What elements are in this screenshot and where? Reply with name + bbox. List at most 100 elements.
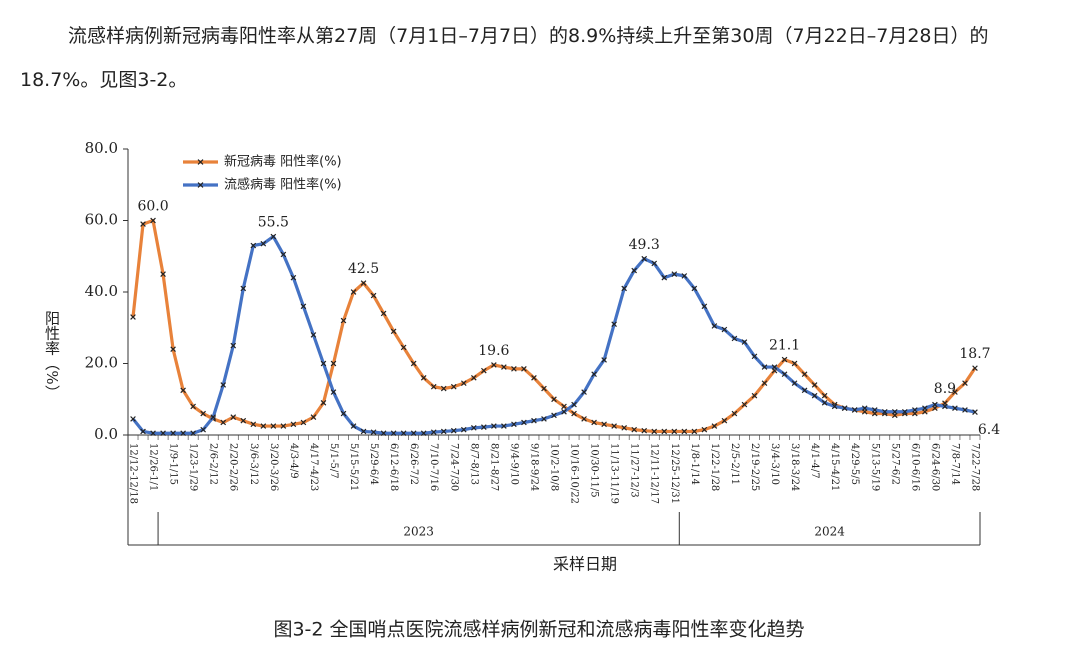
point-marker — [280, 251, 287, 258]
data-label: 18.7 — [959, 346, 990, 362]
y-tick-label: 60.0 — [85, 211, 118, 229]
paragraph-box: 流感样病例新冠病毒阳性率从第27周（7月1日–7月7日）的8.9%持续上升至第3… — [20, 25, 989, 91]
point-marker — [962, 407, 968, 413]
x-tick-label: 5/13-5/19 — [869, 443, 880, 491]
point-marker — [240, 417, 247, 424]
data-label: 55.5 — [258, 215, 289, 231]
x-tick-label: 11/27-12/3 — [629, 443, 640, 498]
point-marker — [551, 396, 557, 403]
point-marker — [901, 408, 908, 415]
data-label: 19.6 — [478, 343, 509, 359]
point-marker — [561, 403, 567, 410]
point-marker — [430, 429, 437, 435]
point-marker — [651, 260, 658, 267]
paragraph: 流感样病例新冠病毒阳性率从第27周（7月1日–7月7日）的8.9%持续上升至第3… — [20, 25, 989, 91]
data-label: 6.4 — [978, 422, 1000, 438]
point-marker — [761, 380, 768, 386]
x-tick-label: 4/3-4/9 — [288, 443, 299, 479]
x-tick-label: 3/20-3/26 — [268, 443, 279, 491]
point-marker — [260, 240, 267, 247]
point-marker — [611, 423, 617, 429]
point-marker — [250, 242, 257, 249]
x-tick-label: 4/17-4/23 — [308, 443, 319, 491]
point-marker — [641, 255, 648, 262]
x-tick-label: 2/5-2/11 — [729, 443, 740, 485]
point-marker — [631, 267, 638, 274]
point-marker — [230, 342, 237, 349]
y-axis-label: 阳性率（%） — [43, 310, 61, 399]
point-marker — [190, 430, 196, 437]
point-marker — [160, 430, 166, 437]
point-marker — [481, 367, 487, 374]
point-marker — [340, 410, 347, 417]
point-marker — [942, 403, 948, 410]
point-marker — [671, 271, 678, 277]
data-label: 21.1 — [769, 338, 800, 354]
point-marker — [972, 409, 978, 415]
point-marker — [611, 321, 617, 327]
point-marker — [972, 365, 978, 371]
point-marker — [721, 417, 728, 424]
y-tick-label: 0.0 — [94, 425, 118, 443]
y-tick-label: 40.0 — [85, 282, 118, 300]
point-marker — [310, 414, 317, 420]
point-marker — [170, 346, 176, 353]
point-marker — [571, 401, 577, 408]
point-marker — [140, 221, 146, 227]
point-marker — [521, 366, 527, 372]
point-marker — [691, 428, 698, 435]
point-marker — [531, 417, 537, 424]
point-marker — [470, 374, 477, 381]
x-tick-label: 4/1-4/7 — [809, 443, 820, 479]
point-marker — [501, 423, 507, 429]
point-marker — [370, 292, 377, 299]
x-tick-label: 8/21-8/27 — [488, 443, 499, 491]
data-label: 49.3 — [629, 237, 660, 253]
x-tick-label: 12/26-1/1 — [148, 443, 159, 491]
point-marker — [861, 405, 868, 412]
point-marker — [330, 360, 337, 367]
point-marker — [521, 419, 527, 426]
point-marker — [651, 428, 658, 435]
x-tick-label: 7/24-7/30 — [448, 443, 459, 491]
point-marker — [200, 410, 207, 417]
point-marker — [410, 360, 417, 367]
point-marker — [290, 421, 297, 428]
point-marker — [150, 217, 156, 224]
point-marker — [661, 428, 668, 435]
point-marker — [250, 421, 257, 428]
point-marker — [130, 314, 136, 320]
point-marker — [430, 383, 437, 390]
point-marker — [591, 371, 597, 378]
point-marker — [621, 425, 627, 431]
point-marker — [701, 303, 708, 310]
legend-label: 流感病毒 阳性率(%) — [224, 177, 342, 193]
point-marker — [150, 430, 156, 437]
point-marker — [280, 423, 287, 429]
x-tick-label: 9/4-9/10 — [508, 443, 519, 485]
point-marker — [310, 332, 317, 338]
point-marker — [400, 430, 407, 437]
point-marker — [581, 389, 587, 395]
point-marker — [460, 426, 467, 433]
y-tick-label: 80.0 — [85, 139, 118, 157]
point-marker — [390, 430, 397, 437]
x-tick-label: 6/12-6/18 — [388, 443, 399, 491]
x-tick-label: 6/26-7/2 — [408, 443, 419, 485]
point-marker — [711, 323, 718, 329]
point-marker — [771, 364, 778, 370]
point-marker — [300, 303, 307, 310]
point-marker — [541, 385, 547, 392]
point-marker — [440, 428, 447, 435]
x-tick-label: 10/2-10/8 — [549, 443, 560, 491]
point-marker — [420, 374, 427, 381]
point-marker — [661, 274, 668, 281]
x-tick-label: 12/11-12/17 — [649, 443, 660, 504]
x-tick-label: 6/24-6/30 — [929, 443, 940, 491]
point-marker — [491, 362, 497, 368]
point-marker — [380, 310, 387, 317]
point-marker — [170, 430, 176, 437]
point-marker — [801, 387, 808, 394]
x-tick-label: 5/29-6/4 — [368, 443, 379, 485]
